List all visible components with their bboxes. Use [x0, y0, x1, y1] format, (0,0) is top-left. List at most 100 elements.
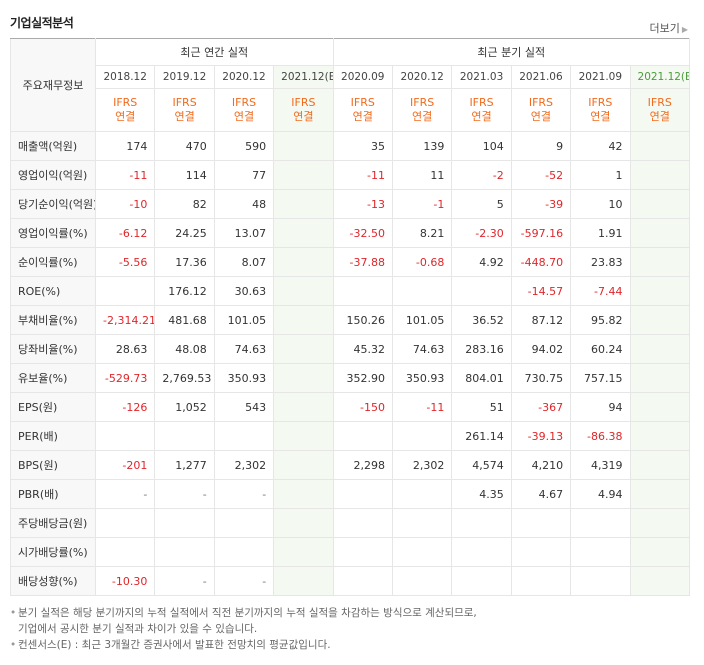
period-header: 2019.12 — [154, 65, 215, 89]
value-cell — [332, 537, 393, 567]
value-cell — [213, 421, 275, 451]
value-cell: 11 — [391, 160, 453, 190]
period-header: 2020.09 — [332, 65, 393, 89]
value-cell — [391, 276, 453, 306]
value-cell: 139 — [391, 131, 453, 161]
row-label: 주당배당금(원) — [10, 508, 96, 538]
row-label: 부채비율(%) — [10, 305, 96, 335]
note-line: 기업에서 공시한 분기 실적과 차이가 있을 수 있습니다. — [18, 623, 258, 635]
value-cell — [629, 305, 691, 335]
value-cell — [570, 508, 631, 538]
accounting-standard: IFRS 연결 — [629, 88, 691, 132]
value-cell — [629, 421, 691, 451]
value-cell — [451, 508, 512, 538]
period-header: 2021.09 — [570, 65, 631, 89]
value-cell — [332, 566, 393, 596]
value-cell: -13 — [332, 189, 393, 219]
value-cell — [273, 334, 334, 364]
value-cell — [154, 421, 215, 451]
value-cell: -11 — [391, 392, 453, 422]
value-cell: -11 — [94, 160, 156, 190]
value-cell: -11 — [332, 160, 393, 190]
value-cell — [273, 537, 334, 567]
value-cell — [451, 276, 512, 306]
value-cell: -2,314.21 — [94, 305, 156, 335]
value-cell: 4,574 — [451, 450, 512, 480]
value-cell — [213, 537, 275, 567]
value-cell: 470 — [154, 131, 215, 161]
value-cell: -39.13 — [510, 421, 572, 451]
data-row: EPS(원) -126 1,052 543 -150 -11 51 -367 94 — [10, 392, 691, 422]
data-row: BPS(원) -201 1,277 2,302 2,298 2,302 4,574 4,210… — [10, 450, 691, 480]
accounting-standard: IFRS 연결 — [273, 88, 334, 132]
value-cell: 4.35 — [451, 479, 512, 509]
value-cell — [332, 276, 393, 306]
value-cell — [391, 508, 453, 538]
more-arrow[interactable]: ▶ — [681, 25, 688, 34]
value-cell: -10.30 — [94, 566, 156, 596]
data-row: 유보율(%) -529.73 2,769.53 350.93 352.90 350.93 8… — [10, 363, 691, 393]
value-cell — [94, 276, 156, 306]
value-cell — [273, 305, 334, 335]
value-cell — [391, 421, 453, 451]
accounting-standard: IFRS 연결 — [510, 88, 572, 132]
value-cell: 1,052 — [154, 392, 215, 422]
notes: 분기 실적은 해당 분기까지의 누적 실적에서 직전 분기까지의 누적 실적을 … — [10, 605, 477, 653]
more-link[interactable]: 더보기 ▶ — [649, 20, 688, 36]
value-cell: 77 — [213, 160, 275, 190]
value-cell — [391, 479, 453, 509]
value-cell: 9 — [510, 131, 572, 161]
value-cell — [273, 479, 334, 509]
value-cell — [154, 508, 215, 538]
row-label: 영업이익률(%) — [10, 218, 96, 248]
value-cell — [273, 421, 334, 451]
value-cell: 8.21 — [391, 218, 453, 248]
value-cell: 95.82 — [570, 305, 631, 335]
value-cell — [154, 537, 215, 567]
value-cell: 2,302 — [391, 450, 453, 480]
data-row: 당좌비율(%) 28.63 48.08 74.63 45.32 74.63 283.16 94… — [10, 334, 691, 364]
value-cell — [629, 479, 691, 509]
value-cell: - — [154, 479, 215, 509]
value-cell: 1,277 — [154, 450, 215, 480]
accounting-standard: IFRS 연결 — [451, 88, 512, 132]
data-row: 영업이익률(%) -6.12 24.25 13.07 -32.50 8.21 -2.30 -5… — [10, 218, 691, 248]
value-cell: -0.68 — [391, 247, 453, 277]
value-cell: -37.88 — [332, 247, 393, 277]
value-cell: -7.44 — [570, 276, 631, 306]
value-cell: -126 — [94, 392, 156, 422]
value-cell — [273, 189, 334, 219]
value-cell — [213, 508, 275, 538]
value-cell — [629, 160, 691, 190]
period-header: 2021.06 — [510, 65, 572, 89]
accounting-standard: IFRS 연결 — [94, 88, 156, 132]
value-cell — [629, 537, 691, 567]
value-cell — [273, 247, 334, 277]
value-cell: 10 — [570, 189, 631, 219]
value-cell: 87.12 — [510, 305, 572, 335]
value-cell: 350.93 — [213, 363, 275, 393]
note-line: 컨센서스(E) : 최근 3개월간 증권사에서 발표한 전망치의 평균값입니다. — [18, 639, 331, 651]
more-text[interactable]: 더보기 — [649, 22, 680, 35]
value-cell: -86.38 — [570, 421, 631, 451]
data-row: 주당배당금(원) — [10, 508, 691, 538]
value-cell: 42 — [570, 131, 631, 161]
value-cell — [273, 276, 334, 306]
group-header: 최근 연간 실적 — [95, 38, 334, 66]
value-cell — [510, 566, 572, 596]
value-cell: -2.30 — [451, 218, 512, 248]
value-cell: 35 — [332, 131, 393, 161]
value-cell: -32.50 — [332, 218, 393, 248]
financial-table: 주요재무정보 최근 연간 실적 최근 분기 실적 2018.12 2019.12 2020… — [10, 38, 691, 596]
value-cell: 2,302 — [213, 450, 275, 480]
value-cell: 4,210 — [510, 450, 572, 480]
value-cell: 350.93 — [391, 363, 453, 393]
row-label: 시가배당률(%) — [10, 537, 96, 567]
value-cell: 48 — [213, 189, 275, 219]
value-cell: 28.63 — [94, 334, 156, 364]
data-row: 순이익률(%) -5.56 17.36 8.07 -37.88 -0.68 4.92 -448… — [10, 247, 691, 277]
value-cell: 5 — [451, 189, 512, 219]
value-cell: -5.56 — [94, 247, 156, 277]
period-header: 2021.03 — [451, 65, 512, 89]
